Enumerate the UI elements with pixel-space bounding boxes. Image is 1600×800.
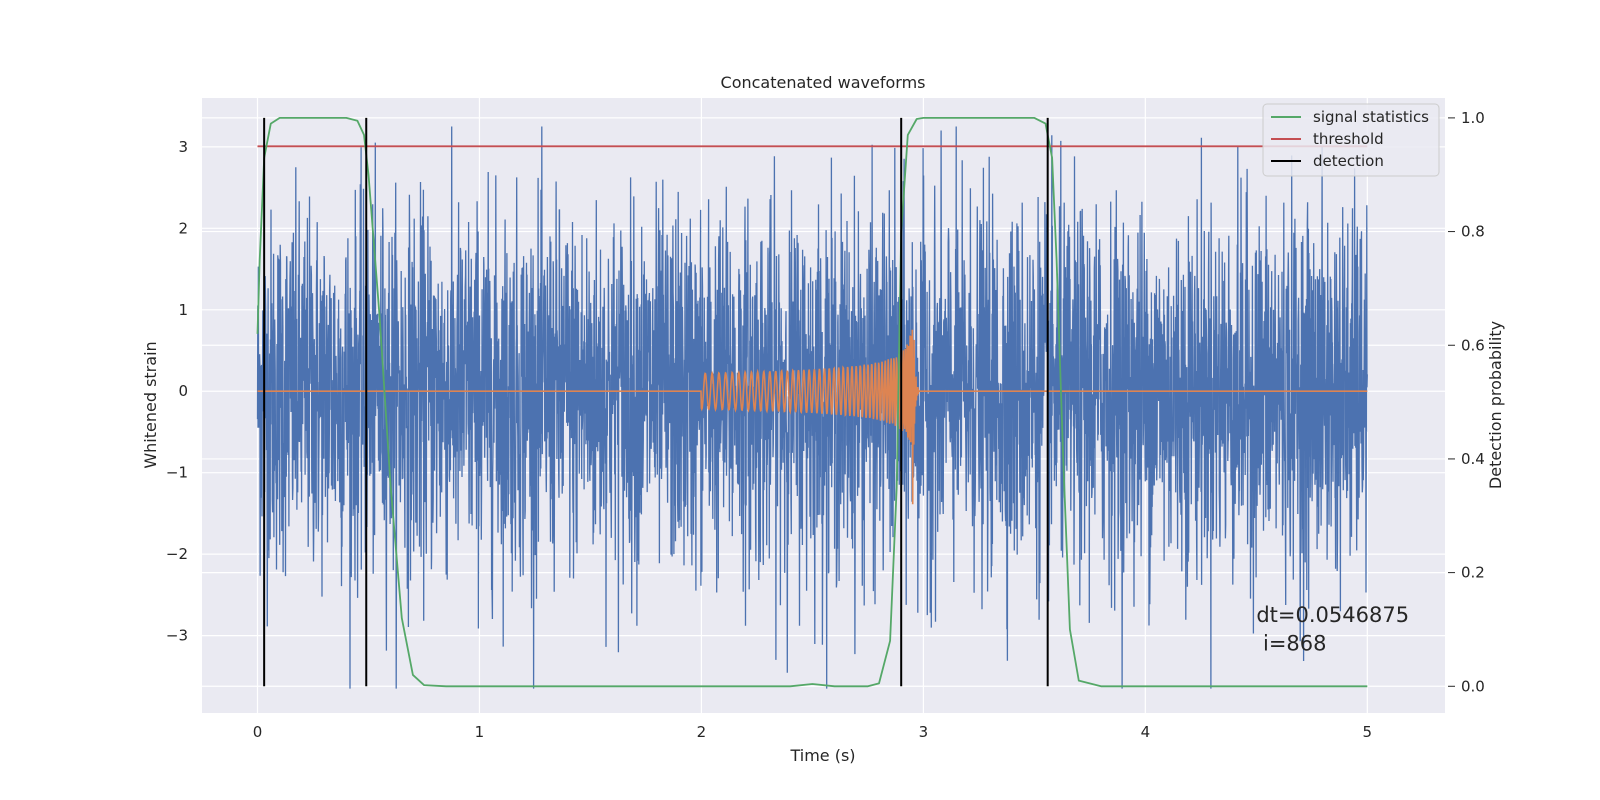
y2-axis-label: Detection probability <box>1486 321 1505 489</box>
chirp-series-line <box>257 329 1368 505</box>
y-tick-label: 2 <box>178 219 188 237</box>
legend-label-threshold: threshold <box>1313 130 1384 148</box>
legend-label-signal-statistics: signal statistics <box>1313 108 1429 126</box>
tick-labels: 0 1 2 3 4 5 −3 −2 −1 0 1 2 3 0.0 0.2 0.4 0.6 0.8 1.0 <box>166 109 1485 741</box>
y-tick-label: −1 <box>166 464 188 482</box>
signal-statistics-line <box>256 117 1368 688</box>
y2-tick-label: 0.4 <box>1461 450 1485 468</box>
annotation-i: i=868 <box>1256 631 1326 655</box>
legend: signal statistics threshold detection <box>1262 103 1440 177</box>
y-tick-label: −3 <box>166 627 188 645</box>
y2-tick-label: 0.2 <box>1461 564 1485 582</box>
y2-tick-label: 0.6 <box>1461 336 1485 354</box>
y-axis-label: Whitened strain <box>141 341 160 468</box>
y-tick-label: −2 <box>166 545 188 563</box>
y-tick-label: 1 <box>178 301 188 319</box>
y-tick-label: 3 <box>178 138 188 156</box>
x-axis-label: Time (s) <box>789 746 855 765</box>
annotation-dt: dt=0.0546875 <box>1256 603 1409 627</box>
y2-tick-label: 0.8 <box>1461 223 1485 241</box>
noise-series-line <box>256 126 1368 689</box>
x-tick-label: 0 <box>253 723 263 741</box>
x-tick-label: 2 <box>697 723 707 741</box>
y-tick-label: 0 <box>178 382 188 400</box>
y2-tick-label: 0.0 <box>1461 677 1485 695</box>
chart-title: Concatenated waveforms <box>721 73 926 92</box>
x-tick-label: 5 <box>1363 723 1373 741</box>
x-tick-label: 1 <box>475 723 485 741</box>
plot-data <box>256 117 1368 689</box>
legend-box <box>1262 103 1440 177</box>
x-tick-label: 4 <box>1141 723 1151 741</box>
y2-tick-label: 1.0 <box>1461 109 1485 127</box>
x-tick-label: 3 <box>919 723 929 741</box>
legend-label-detection: detection <box>1313 152 1384 170</box>
